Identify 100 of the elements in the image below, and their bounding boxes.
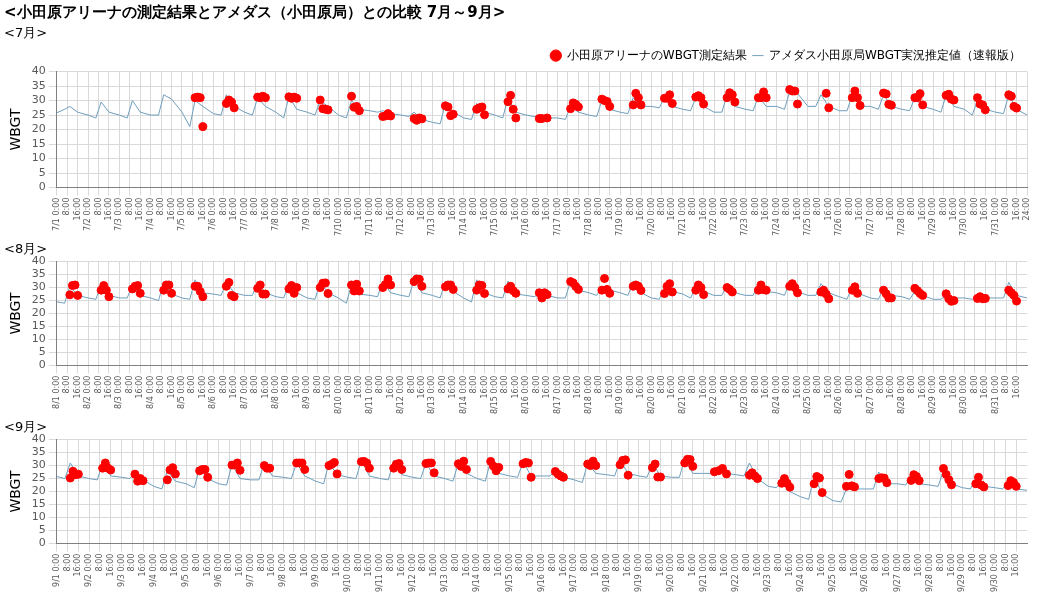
y-tick-label: 0	[38, 180, 46, 194]
x-tick-label: 8:00	[644, 553, 654, 572]
x-tick-label: 16:00	[573, 375, 583, 399]
x-tick-label: 7/13 0:00	[427, 197, 437, 237]
x-tick-label: 8:00	[844, 375, 854, 394]
x-tick-label: 16:00	[1011, 375, 1021, 399]
x-tick-label: 16:00	[429, 553, 439, 577]
x-tick-label: 16:00	[396, 553, 406, 577]
x-tick-label: 8:00	[938, 375, 948, 394]
x-tick-label: 7/6 0:00	[208, 197, 218, 231]
x-tick-label: 8:00	[95, 553, 104, 572]
x-tick-label: 7/10 0:00	[333, 197, 343, 237]
x-tick-label: 16:00	[417, 375, 427, 399]
x-tick-label: 9/20 0:00	[666, 553, 676, 593]
x-tick-label: 9/11 0:00	[375, 553, 385, 593]
x-tick-label: 8/30 0:00	[959, 375, 969, 415]
x-tick-label: 8/10 0:00	[333, 375, 343, 415]
x-tick-label: 7/18 0:00	[583, 197, 593, 237]
x-tick-label: 16:00	[526, 553, 536, 577]
x-tick-label: 7/17 0:00	[552, 197, 562, 237]
x-tick-label: 16:00	[823, 375, 833, 399]
x-tick-label: 8/5 0:00	[177, 375, 187, 409]
x-tick-label: 8:00	[218, 375, 228, 394]
x-tick-label: 7/14 0:00	[458, 197, 468, 237]
x-tick-label: 16:00	[636, 375, 646, 399]
y-tick-label: 10	[31, 332, 46, 346]
x-tick-label: 8:00	[813, 197, 823, 216]
x-tick-label: 16:00	[1011, 197, 1021, 221]
x-tick-label: 8:00	[750, 197, 760, 216]
x-tick-label: 8:00	[876, 197, 886, 216]
x-tick-label: 8:00	[677, 553, 687, 572]
x-tick-label: 8:00	[782, 197, 792, 216]
x-tick-label: 8:00	[343, 197, 353, 216]
x-tick-label: 9/4 0:00	[148, 553, 158, 587]
x-tick-label: 8:00	[375, 375, 385, 394]
x-tick-label: 16:00	[138, 553, 148, 577]
x-tick-label: 9/6 0:00	[213, 553, 223, 587]
y-tick-label: 40	[31, 432, 46, 446]
x-tick-label: 8:00	[594, 375, 604, 394]
x-tick-label: 8:00	[62, 553, 72, 572]
x-tick-label: 8:00	[612, 553, 622, 572]
y-tick-label: 0	[38, 358, 46, 372]
x-tick-label: 16:00	[761, 375, 771, 399]
x-tick-label: 9/2 0:00	[84, 553, 94, 587]
x-tick-label: 8:00	[531, 197, 541, 216]
x-tick-label: 16:00	[510, 197, 520, 221]
x-tick-label: 8:00	[250, 375, 260, 394]
x-tick-label: 16:00	[493, 553, 503, 577]
x-tick-label: 8/3 0:00	[114, 375, 124, 409]
x-tick-label: 16:00	[229, 375, 239, 399]
x-tick-label: 8:00	[124, 197, 134, 216]
x-tick-label: 8/19 0:00	[615, 375, 625, 415]
x-tick-label: 8:00	[386, 553, 396, 572]
x-tick-label: 16:00	[698, 375, 708, 399]
x-tick-label: 8/9 0:00	[302, 375, 312, 409]
x-tick-label: 9/16 0:00	[536, 553, 546, 593]
x-tick-label: 16:00	[166, 197, 176, 221]
x-tick-label: 8:00	[625, 197, 635, 216]
x-tick-label: 16:00	[332, 553, 342, 577]
x-tick-label: 9/9 0:00	[310, 553, 320, 587]
x-tick-label: 8/2 0:00	[83, 375, 93, 409]
x-tick-label: 8:00	[1001, 375, 1011, 394]
x-tick-label: 7/21 0:00	[677, 197, 687, 237]
x-tick-label: 8:00	[250, 197, 260, 216]
y-tick-label: 35	[31, 78, 46, 92]
y-tick-label: 40	[31, 254, 46, 268]
x-tick-label: 8/28 0:00	[896, 375, 906, 415]
x-tick-label: 16:00	[1011, 553, 1021, 577]
y-axis-title: WBGT	[7, 108, 24, 151]
x-tick-label: 7/30 0:00	[959, 197, 969, 237]
x-tick-label: 16:00	[729, 197, 739, 221]
x-tick-label: 16:00	[886, 375, 896, 399]
x-tick-label: 8:00	[1001, 197, 1011, 216]
x-tick-label: 16:00	[479, 197, 489, 221]
y-axis-title: WBGT	[7, 292, 24, 335]
legend-label: アメダス小田原局WBGT実況推定値（速報版）	[768, 47, 1022, 62]
x-tick-label: 8/14 0:00	[458, 375, 468, 415]
x-tick-label: 8/16 0:00	[521, 375, 531, 415]
x-tick-label: 8:00	[312, 197, 322, 216]
x-tick-label: 8:00	[127, 553, 137, 572]
x-tick-label: 16:00	[105, 553, 115, 577]
chart-title: <9月>	[4, 419, 48, 435]
x-tick-label: 8:00	[224, 553, 234, 572]
x-tick-label: 8:00	[903, 553, 913, 572]
y-tick-label: 20	[31, 122, 46, 136]
x-tick-label: 8:00	[124, 375, 134, 394]
x-tick-label: 16:00	[448, 197, 458, 221]
x-tick-label: 8:00	[437, 197, 447, 216]
x-tick-label: 9/10 0:00	[342, 553, 352, 593]
x-tick-label: 16:00	[461, 553, 471, 577]
x-tick-label: 9/28 0:00	[925, 553, 935, 593]
x-tick-label: 8:00	[469, 375, 479, 394]
x-tick-label: 8/24 0:00	[771, 375, 781, 415]
x-tick-label: 8:00	[500, 375, 510, 394]
x-tick-label: 16:00	[667, 375, 677, 399]
y-tick-label: 30	[31, 458, 46, 472]
x-tick-label: 16:00	[636, 197, 646, 221]
x-tick-label: 16:00	[784, 553, 794, 577]
x-tick-label: 16:00	[354, 375, 364, 399]
x-tick-label: 8:00	[741, 553, 751, 572]
